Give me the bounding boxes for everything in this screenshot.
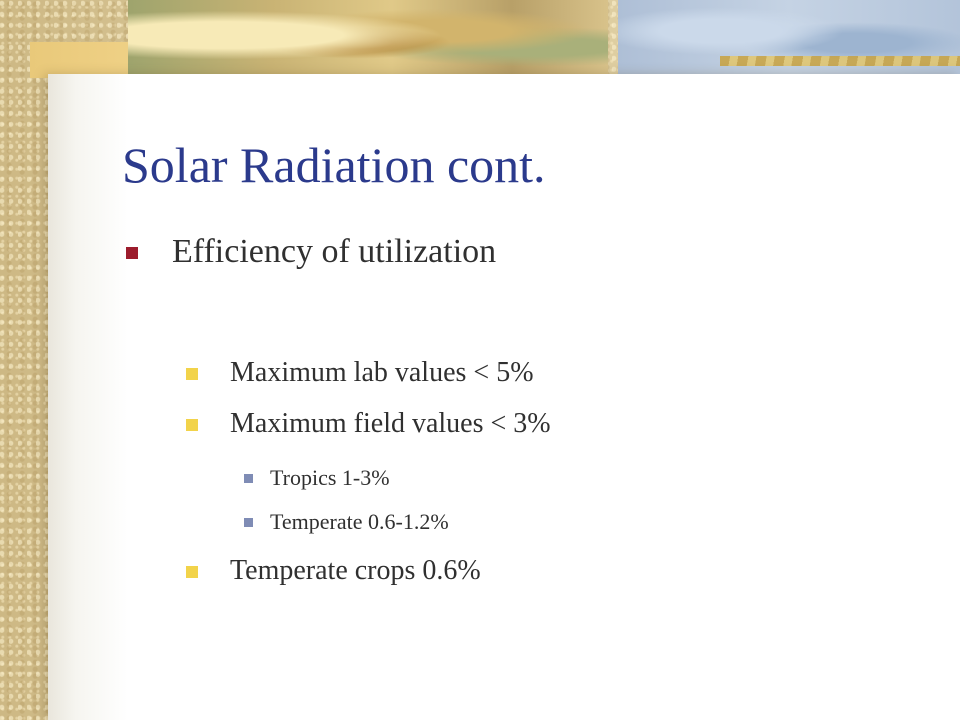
bullet-item: Tropics 1-3% bbox=[244, 465, 390, 491]
bullet-item: Maximum lab values < 5% bbox=[186, 357, 534, 389]
bullet-text: Temperate 0.6-1.2% bbox=[270, 509, 449, 534]
bullet-item: Temperate crops 0.6% bbox=[186, 555, 481, 587]
bullet-item: Temperate 0.6-1.2% bbox=[244, 509, 449, 535]
slide-content-panel bbox=[48, 74, 960, 720]
bullet-square-icon bbox=[186, 368, 198, 380]
slide-title: Solar Radiation cont. bbox=[122, 137, 546, 193]
banner-stripe bbox=[720, 56, 960, 66]
bullet-square-icon bbox=[126, 247, 138, 259]
bullet-square-icon bbox=[186, 419, 198, 431]
bullet-square-icon bbox=[244, 474, 253, 483]
banner-leaf-image bbox=[128, 0, 608, 78]
bullet-text: Tropics 1-3% bbox=[270, 465, 390, 490]
bullet-square-icon bbox=[186, 566, 198, 578]
bullet-square-icon bbox=[244, 518, 253, 527]
bullet-item: Maximum field values < 3% bbox=[186, 408, 551, 440]
banner-blue-image bbox=[618, 0, 960, 78]
bullet-text: Maximum lab values < 5% bbox=[230, 357, 534, 388]
bullet-item: Efficiency of utilization bbox=[126, 233, 497, 271]
bullet-text: Maximum field values < 3% bbox=[230, 408, 551, 439]
bullet-text: Temperate crops 0.6% bbox=[230, 555, 481, 586]
bullet-text: Efficiency of utilization bbox=[172, 233, 497, 270]
